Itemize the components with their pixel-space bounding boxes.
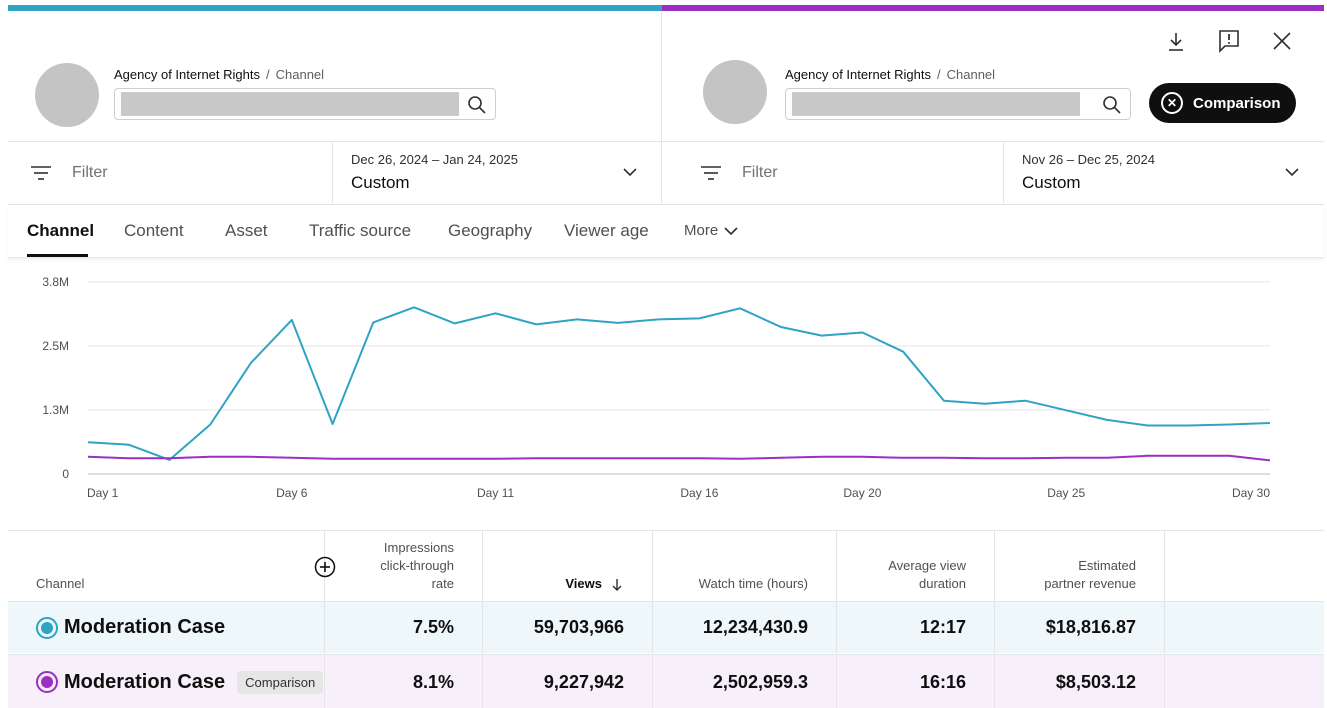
date-range-selector[interactable]: Nov 26 – Dec 25, 2024 Custom: [1003, 142, 1324, 204]
date-range-label: Custom: [1022, 173, 1081, 192]
breadcrumb: Agency of Internet Rights / Channel: [785, 67, 995, 82]
chevron-down-icon[interactable]: [622, 164, 638, 180]
x-tick-label: Day 6: [276, 486, 308, 500]
x-tick-label: Day 16: [680, 486, 718, 500]
redacted-channel-name: [792, 92, 1080, 116]
col-header-channel[interactable]: Channel: [8, 531, 325, 601]
channel-search-input[interactable]: [114, 88, 496, 120]
watch-time-cell: 2,502,959.3: [653, 655, 837, 708]
avatar: [703, 60, 767, 124]
channel-cell: Moderation Case Comparison: [8, 655, 325, 708]
col-header-views[interactable]: Views: [483, 531, 653, 601]
active-tab-indicator: [27, 254, 88, 257]
add-metric-icon[interactable]: [314, 556, 336, 578]
x-tick-label: Day 11: [477, 486, 514, 500]
channel-name: Moderation Case: [64, 670, 226, 693]
channel-search-input[interactable]: [785, 88, 1131, 120]
download-icon[interactable]: [1162, 27, 1190, 55]
chevron-down-icon: [724, 227, 738, 236]
avg-view-duration-cell: 12:17: [837, 602, 995, 653]
comparison-badge: Comparison: [237, 670, 324, 694]
comparison-filter-row: Filter Nov 26 – Dec 25, 2024 Custom: [662, 142, 1324, 205]
comparison-color-bar: [662, 5, 1324, 11]
redacted-channel-name: [121, 92, 459, 116]
table-row[interactable]: Moderation Case 7.5% 59,703,966 12,234,4…: [8, 601, 1324, 653]
tab-more[interactable]: More: [684, 222, 738, 239]
breadcrumb-org[interactable]: Agency of Internet Rights: [114, 67, 260, 82]
tab-viewer-age[interactable]: Viewer age: [564, 221, 649, 240]
feedback-icon[interactable]: [1215, 27, 1243, 55]
views-line-chart: 0 1.3M 2.5M 3.8M Day 1 Day 6 Day 11 Day 16 Day 2…: [42, 275, 1271, 500]
search-icon[interactable]: [467, 95, 487, 115]
y-tick-label: 1.3M: [42, 403, 69, 417]
y-tick-label: 3.8M: [42, 275, 69, 289]
breadcrumb-org[interactable]: Agency of Internet Rights: [785, 67, 931, 82]
tab-asset[interactable]: Asset: [225, 221, 268, 240]
filter-icon[interactable]: [700, 164, 722, 182]
radio-icon[interactable]: [36, 671, 58, 693]
tab-channel[interactable]: Channel: [27, 221, 95, 240]
watch-time-cell: 12,234,430.9: [653, 602, 837, 653]
filter-icon[interactable]: [30, 164, 52, 182]
comparison-channel-panel: Agency of Internet Rights / Channel ✕ Comp…: [662, 11, 1324, 142]
channel-cell: Moderation Case: [8, 602, 325, 653]
x-tick-label: Day 25: [1047, 486, 1085, 500]
ctr-cell: 7.5%: [325, 602, 483, 653]
metrics-table: Channel Impressions click-through rate Vie…: [8, 530, 1324, 708]
views-cell: 9,227,942: [483, 655, 653, 708]
tab-more-label: More: [684, 222, 719, 239]
filter-input[interactable]: Filter: [72, 164, 108, 181]
tab-content[interactable]: Content: [124, 221, 184, 240]
breadcrumb-channel: Channel: [946, 67, 996, 82]
date-range-selector[interactable]: Dec 26, 2024 – Jan 24, 2025 Custom: [332, 142, 662, 204]
date-range-text: Nov 26 – Dec 25, 2024: [1022, 152, 1155, 167]
breadcrumb: Agency of Internet Rights / Channel: [114, 67, 324, 82]
tab-geography[interactable]: Geography: [448, 221, 533, 240]
y-tick-label: 0: [62, 467, 69, 481]
sort-down-icon[interactable]: [610, 578, 624, 592]
tab-traffic-source[interactable]: Traffic source: [309, 221, 412, 240]
date-range-label: Custom: [351, 173, 410, 192]
avg-view-duration-cell: 16:16: [837, 655, 995, 708]
radio-icon[interactable]: [36, 616, 58, 639]
views-cell: 59,703,966: [483, 602, 653, 653]
close-icon[interactable]: [1268, 27, 1296, 55]
revenue-cell: $8,503.12: [995, 655, 1165, 708]
primary-filter-row: Filter Dec 26, 2024 – Jan 24, 2025 Custo…: [8, 142, 662, 205]
table-row[interactable]: Moderation Case Comparison 8.1% 9,227,94…: [8, 654, 1324, 708]
x-tick-label: Day 30: [1232, 486, 1270, 500]
date-range-text: Dec 26, 2024 – Jan 24, 2025: [351, 152, 518, 167]
breadcrumb-channel: Channel: [275, 67, 325, 82]
chevron-down-icon[interactable]: [1284, 164, 1300, 180]
avatar: [35, 63, 99, 127]
primary-series-line: [87, 306, 1271, 461]
col-header-ctr[interactable]: Impressions click-through rate: [325, 531, 483, 601]
comparison-button[interactable]: ✕ Comparison: [1149, 83, 1296, 123]
y-tick-label: 2.5M: [42, 339, 69, 353]
primary-color-bar: [8, 5, 662, 11]
primary-channel-panel: Agency of Internet Rights / Channel: [8, 11, 662, 142]
channel-name: Moderation Case: [64, 616, 226, 638]
comparison-button-label: Comparison: [1193, 94, 1281, 112]
col-header-revenue[interactable]: Estimated partner revenue: [995, 531, 1165, 601]
ctr-cell: 8.1%: [325, 655, 483, 708]
report-tabs: Channel Content Asset Traffic source Geo…: [8, 205, 1324, 258]
col-header-avg-view-duration[interactable]: Average view duration: [837, 531, 995, 601]
x-tick-label: Day 1: [87, 486, 119, 500]
breadcrumb-separator: /: [936, 67, 941, 82]
close-circle-icon[interactable]: ✕: [1161, 92, 1183, 114]
filter-input[interactable]: Filter: [742, 164, 778, 181]
x-tick-label: Day 20: [843, 486, 881, 500]
search-icon[interactable]: [1102, 95, 1122, 115]
comparison-series-line: [87, 454, 1271, 462]
revenue-cell: $18,816.87: [995, 602, 1165, 653]
col-header-watch-time[interactable]: Watch time (hours): [653, 531, 837, 601]
breadcrumb-separator: /: [265, 67, 270, 82]
